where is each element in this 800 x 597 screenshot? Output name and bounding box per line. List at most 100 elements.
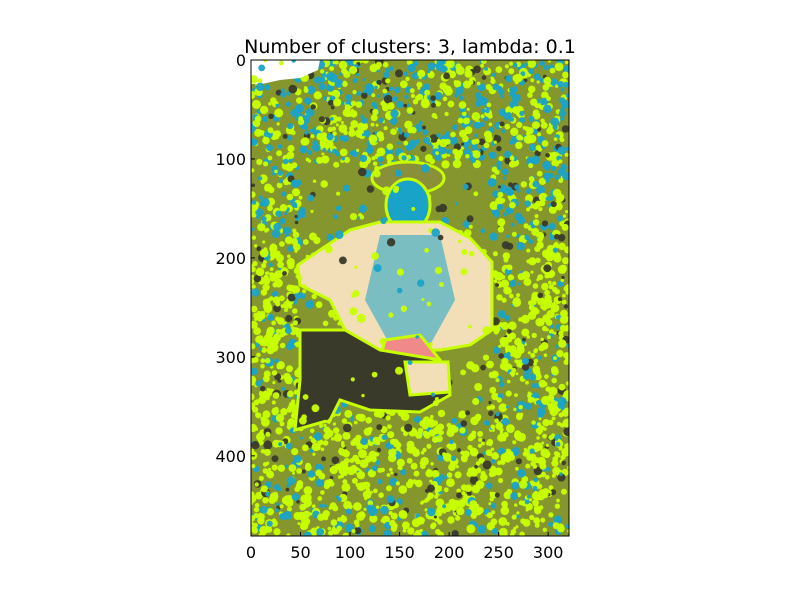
speckle <box>371 371 378 378</box>
speckle <box>486 512 493 519</box>
speckle <box>287 262 295 270</box>
speckle <box>558 109 567 117</box>
speckle <box>286 365 293 373</box>
speckle <box>338 518 342 522</box>
speckle <box>487 113 493 119</box>
speckle <box>497 218 506 227</box>
speckle <box>348 504 353 510</box>
speckle <box>382 88 388 94</box>
speckle <box>542 160 551 170</box>
speckle <box>555 193 565 202</box>
speckle <box>534 442 544 451</box>
speckle <box>477 507 484 514</box>
speckle <box>526 127 534 135</box>
speckle <box>528 238 534 244</box>
speckle <box>360 437 368 446</box>
speckle <box>252 261 258 267</box>
speckle <box>333 315 338 321</box>
speckle <box>454 471 462 479</box>
speckle <box>485 108 490 114</box>
speckle <box>261 198 270 207</box>
speckle <box>329 117 334 121</box>
speckle <box>362 481 371 489</box>
speckle <box>434 266 443 274</box>
speckle <box>354 265 358 269</box>
speckle <box>336 116 342 122</box>
speckle <box>328 309 336 318</box>
speckle <box>284 464 289 469</box>
speckle <box>467 434 474 442</box>
speckle <box>345 94 353 101</box>
speckle <box>262 240 266 244</box>
speckle <box>329 114 339 124</box>
speckle <box>268 327 273 331</box>
speckle <box>509 87 514 92</box>
speckle <box>498 185 501 189</box>
speckle <box>271 520 278 527</box>
speckle <box>528 304 535 310</box>
speckle <box>561 460 566 466</box>
speckle <box>533 349 538 354</box>
speckle <box>262 298 270 306</box>
speckle <box>255 215 260 219</box>
speckle <box>496 203 504 211</box>
speckle <box>279 204 288 212</box>
speckle <box>524 234 530 241</box>
speckle <box>356 148 360 152</box>
speckle <box>540 517 546 523</box>
speckle <box>260 363 265 369</box>
speckle <box>480 60 487 65</box>
speckle <box>359 459 369 468</box>
boot <box>403 360 452 397</box>
speckle <box>555 243 559 248</box>
speckle <box>491 166 498 173</box>
speckle <box>439 82 448 90</box>
speckle <box>272 439 281 448</box>
speckle <box>284 308 288 312</box>
speckle <box>556 349 564 358</box>
speckle <box>362 60 369 64</box>
speckle <box>526 207 530 212</box>
speckle <box>560 309 568 318</box>
speckle <box>329 475 334 480</box>
speckle <box>390 471 394 475</box>
speckle <box>318 116 325 123</box>
speckle <box>287 418 295 426</box>
speckle <box>505 390 512 397</box>
speckle <box>294 249 298 253</box>
speckle <box>437 234 444 241</box>
speckle <box>557 81 564 88</box>
speckle <box>485 421 490 426</box>
speckle <box>550 78 558 87</box>
speckle <box>263 304 273 314</box>
speckle <box>503 454 512 463</box>
speckle <box>545 319 553 326</box>
speckle <box>259 506 268 514</box>
speckle <box>516 412 523 420</box>
speckle <box>316 382 321 387</box>
speckle <box>555 441 561 447</box>
speckle <box>299 292 306 299</box>
speckle <box>286 193 294 201</box>
speckle <box>473 65 481 74</box>
speckle <box>540 448 550 458</box>
speckle <box>489 201 499 211</box>
speckle <box>538 192 548 202</box>
speckle <box>341 68 348 75</box>
speckle <box>444 67 448 71</box>
speckle <box>511 481 520 490</box>
speckle <box>333 427 340 434</box>
speckle <box>399 80 408 89</box>
speckle <box>356 512 365 521</box>
speckle <box>564 60 569 65</box>
speckle <box>500 321 509 330</box>
speckle <box>271 370 278 376</box>
speckle <box>377 478 383 485</box>
speckle <box>553 254 562 263</box>
speckle <box>316 528 325 536</box>
speckle <box>505 522 510 526</box>
speckle <box>523 331 527 336</box>
speckle <box>505 109 509 113</box>
speckle <box>460 268 468 275</box>
speckle <box>338 60 348 70</box>
